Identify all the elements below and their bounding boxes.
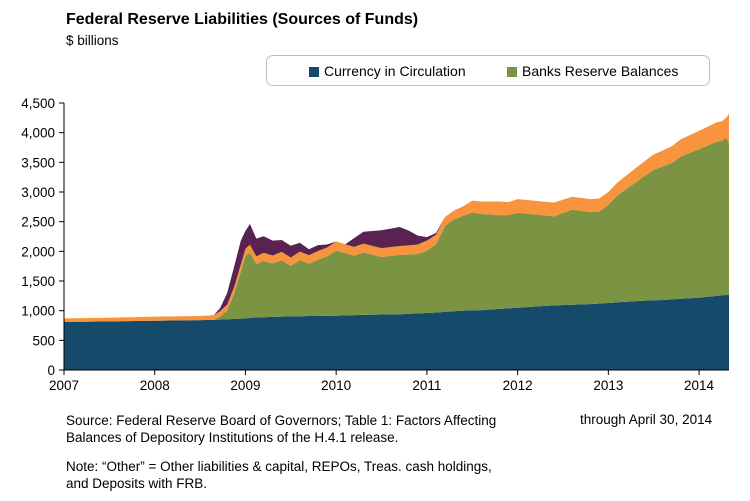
y-tick-label: 4,500 xyxy=(21,96,55,111)
footnote-line-2: and Deposits with FRB. xyxy=(66,476,208,491)
chart-legend: Currency in Circulation Banks Reserve Ba… xyxy=(266,55,710,86)
axes-layer xyxy=(59,102,729,375)
x-tick-label: 2009 xyxy=(230,378,260,393)
area-banks-reserve-balances xyxy=(64,137,729,322)
x-tick-label: 2012 xyxy=(503,378,533,393)
y-tick-label: 3,500 xyxy=(21,155,55,170)
legend-label-reserves: Banks Reserve Balances xyxy=(522,63,679,79)
x-tick-label: 2013 xyxy=(593,378,623,393)
x-tick-label: 2011 xyxy=(412,378,441,393)
y-tick-label: 3,000 xyxy=(21,185,55,200)
legend-item-currency: Currency in Circulation xyxy=(309,63,466,79)
through-date: through April 30, 2014 xyxy=(580,412,713,427)
legend-swatch-reserves xyxy=(507,67,517,77)
x-tick-label: 2007 xyxy=(49,378,79,393)
y-tick-label: 0 xyxy=(47,363,55,378)
y-tick-label: 2,500 xyxy=(21,215,55,230)
area-currency-in-circulation xyxy=(64,294,729,370)
footnote-line-1: Note: “Other” = Other liabilities & capi… xyxy=(66,459,492,474)
y-tick-label: 500 xyxy=(32,333,55,348)
legend-label-currency: Currency in Circulation xyxy=(324,63,466,79)
y-tick-label: 1,000 xyxy=(21,304,55,319)
chart-subtitle: $ billions xyxy=(66,33,119,48)
x-tick-label: 2010 xyxy=(321,378,351,393)
y-tick-label: 1,500 xyxy=(21,274,55,289)
area-series-layer xyxy=(64,113,729,370)
legend-item-reserves: Banks Reserve Balances xyxy=(507,63,678,79)
legend-swatch-currency xyxy=(309,67,319,77)
tick-labels-layer: 0 500 1,000 1,500 2,000 2,500 3,000 3,500 4,000 4… xyxy=(21,96,714,393)
x-tick-label: 2008 xyxy=(140,378,170,393)
chart-title: Federal Reserve Liabilities (Sources of … xyxy=(66,11,419,28)
source-note: Source: Federal Reserve Board of Governo… xyxy=(66,412,586,446)
footnote: Note: “Other” = Other liabilities & capi… xyxy=(66,458,666,492)
x-tick-label: 2014 xyxy=(684,378,715,393)
y-tick-label: 2,000 xyxy=(21,244,55,259)
y-tick-label: 4,000 xyxy=(21,126,55,141)
source-line-1: Source: Federal Reserve Board of Governo… xyxy=(66,413,497,428)
source-line-2: Balances of Depository Institutions of t… xyxy=(66,430,399,445)
